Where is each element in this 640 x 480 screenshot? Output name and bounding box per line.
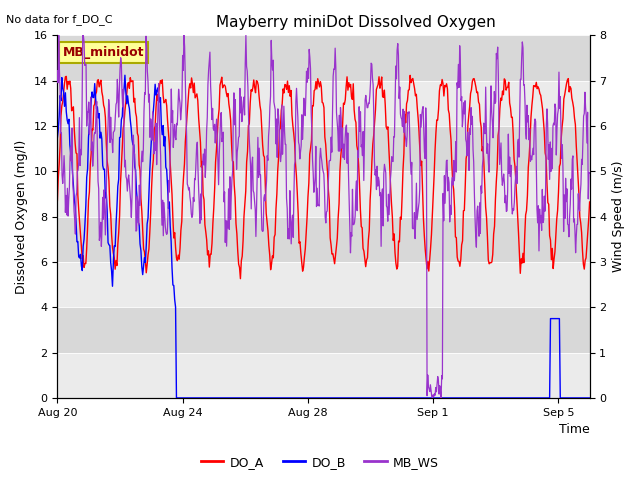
Bar xyxy=(58,216,589,262)
Bar xyxy=(58,81,589,126)
Bar xyxy=(58,36,589,81)
Bar xyxy=(58,307,589,353)
Bar xyxy=(58,171,589,216)
Bar xyxy=(58,262,589,307)
X-axis label: Time: Time xyxy=(559,423,589,436)
Text: No data for f_DO_C: No data for f_DO_C xyxy=(6,14,113,25)
Legend: DO_A, DO_B, MB_WS: DO_A, DO_B, MB_WS xyxy=(196,451,444,474)
Bar xyxy=(58,353,589,398)
Y-axis label: Wind Speed (m/s): Wind Speed (m/s) xyxy=(612,161,625,272)
Y-axis label: Dissolved Oxygen (mg/l): Dissolved Oxygen (mg/l) xyxy=(15,140,28,294)
Text: MB_minidot: MB_minidot xyxy=(63,46,144,59)
Title: Mayberry miniDot Dissolved Oxygen: Mayberry miniDot Dissolved Oxygen xyxy=(216,15,495,30)
Bar xyxy=(58,126,589,171)
